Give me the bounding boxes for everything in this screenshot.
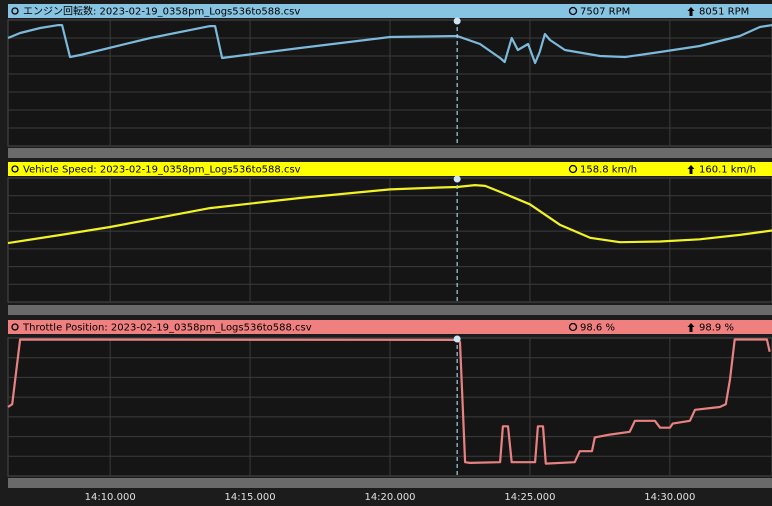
x-tick-label: 14:20.000 [364,492,415,503]
max-readout: 160.1 km/h [699,165,756,176]
panel-header [8,162,772,176]
cursor-dot [453,175,461,183]
x-tick-label: 14:25.000 [504,492,555,503]
eye-icon [11,7,19,15]
current-readout: 98.6 % [580,323,615,334]
panel-title: エンジン回転数: 2023-02-19_0358pm_Logs536to588.… [23,5,300,18]
current-readout: 7507 RPM [580,7,630,18]
current-icon [568,6,578,16]
max-readout: 98.9 % [699,323,734,334]
data-line [7,338,771,465]
current-icon [568,164,578,174]
max-icon [687,165,695,174]
data-line [7,184,772,245]
panel-title: Throttle Position: 2023-02-19_0358pm_Log… [22,323,312,334]
cursor-dot [453,17,461,25]
max-icon [687,7,695,16]
x-tick-label: 14:10.000 [85,492,136,503]
x-tick-label: 14:30.000 [644,492,695,503]
scrollbar[interactable] [8,148,772,158]
panel-header [8,4,772,18]
eye-icon [11,323,19,331]
max-readout: 8051 RPM [699,7,749,18]
scrollbar[interactable] [8,478,772,488]
panel-header [8,320,772,334]
panel-title: Vehicle Speed: 2023-02-19_0358pm_Logs536… [23,165,301,176]
eye-icon [11,165,19,173]
scrollbar[interactable] [8,305,772,315]
data-line [7,24,772,65]
cursor-dot [453,335,461,343]
x-tick-label: 14:15.000 [225,492,276,503]
max-icon [687,323,695,332]
current-icon [568,322,578,332]
current-readout: 158.8 km/h [580,165,637,176]
